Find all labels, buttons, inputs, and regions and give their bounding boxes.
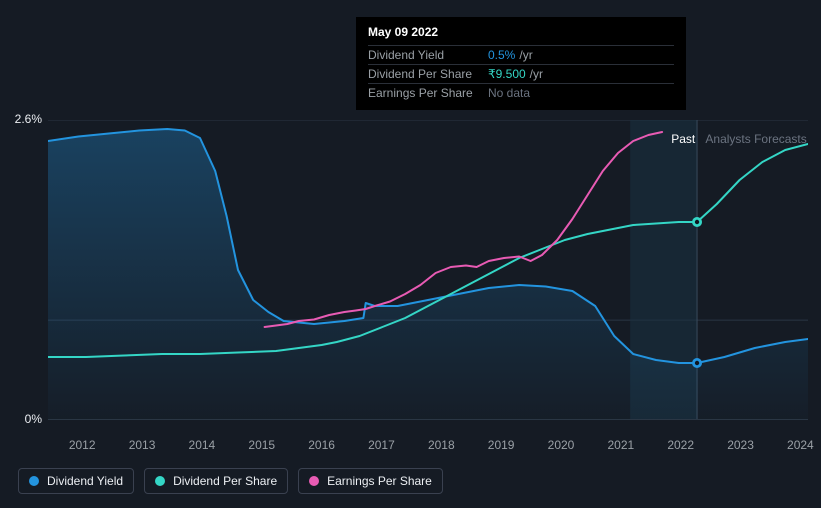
legend-label: Dividend Per Share <box>173 474 277 488</box>
legend-item[interactable]: Dividend Yield <box>18 468 134 494</box>
tooltip-metric-label: Dividend Yield <box>368 48 488 62</box>
x-axis-tick-label: 2016 <box>308 438 335 452</box>
tooltip-row: Earnings Per ShareNo data <box>368 83 674 102</box>
x-axis-tick-label: 2017 <box>368 438 395 452</box>
x-axis-tick-label: 2022 <box>667 438 694 452</box>
tooltip-metric-label: Earnings Per Share <box>368 86 488 100</box>
legend-label: Dividend Yield <box>47 474 123 488</box>
x-axis-tick-label: 2014 <box>189 438 216 452</box>
tooltip-date: May 09 2022 <box>368 25 674 39</box>
x-axis-tick-label: 2012 <box>69 438 96 452</box>
legend-label: Earnings Per Share <box>327 474 432 488</box>
chart-plot-area[interactable] <box>48 120 808 420</box>
past-region-label: Past <box>671 132 695 146</box>
x-axis-tick-label: 2021 <box>607 438 634 452</box>
tooltip-row: Dividend Yield0.5% /yr <box>368 45 674 64</box>
tooltip-metric-value: 0.5% <box>488 48 515 62</box>
chart-legend: Dividend Yield Dividend Per Share Earnings… <box>18 468 443 494</box>
x-axis-tick-label: 2020 <box>548 438 575 452</box>
legend-item[interactable]: Dividend Per Share <box>144 468 288 494</box>
forecast-region-label: Analysts Forecasts <box>705 132 806 146</box>
dividend-chart: 2.6% 0% 2012 2013 2014 2015 2016 2017 2018 2019 2… <box>0 0 821 508</box>
tooltip-metric-value: ₹9.500 <box>488 67 526 81</box>
tooltip-metric-label: Dividend Per Share <box>368 67 488 81</box>
legend-color-dot <box>29 476 39 486</box>
legend-item[interactable]: Earnings Per Share <box>298 468 443 494</box>
tooltip-metric-unit: /yr <box>519 48 532 62</box>
tooltip-metric-value: No data <box>488 86 530 100</box>
x-axis-tick-label: 2023 <box>727 438 754 452</box>
legend-color-dot <box>155 476 165 486</box>
tooltip-row: Dividend Per Share₹9.500/yr <box>368 64 674 83</box>
y-axis-tick-label: 0% <box>0 412 42 426</box>
x-axis-tick-label: 2018 <box>428 438 455 452</box>
x-axis-tick-label: 2024 <box>787 438 814 452</box>
x-axis-tick-label: 2019 <box>488 438 515 452</box>
y-axis-tick-label: 2.6% <box>0 112 42 126</box>
x-axis-tick-label: 2015 <box>248 438 275 452</box>
chart-tooltip: May 09 2022 Dividend Yield0.5%/yrDividen… <box>356 17 686 110</box>
legend-color-dot <box>309 476 319 486</box>
x-axis-tick-label: 2013 <box>129 438 156 452</box>
tooltip-metric-unit: /yr <box>530 67 543 81</box>
